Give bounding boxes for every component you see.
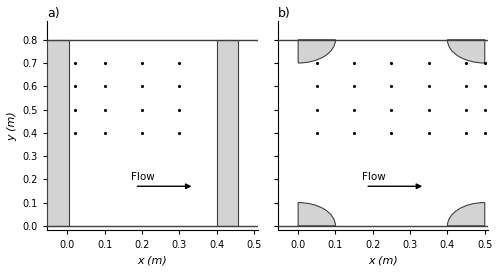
Bar xyxy=(216,40,238,226)
Wedge shape xyxy=(298,203,336,226)
Wedge shape xyxy=(298,40,336,63)
X-axis label: x (m): x (m) xyxy=(138,255,167,265)
Text: a): a) xyxy=(47,7,60,20)
Text: b): b) xyxy=(278,7,290,20)
Text: Flow: Flow xyxy=(131,172,154,182)
X-axis label: x (m): x (m) xyxy=(368,255,398,265)
Wedge shape xyxy=(448,203,485,226)
Bar xyxy=(47,40,68,226)
Y-axis label: y (m): y (m) xyxy=(7,111,17,141)
Wedge shape xyxy=(448,40,485,63)
Text: Flow: Flow xyxy=(362,172,386,182)
